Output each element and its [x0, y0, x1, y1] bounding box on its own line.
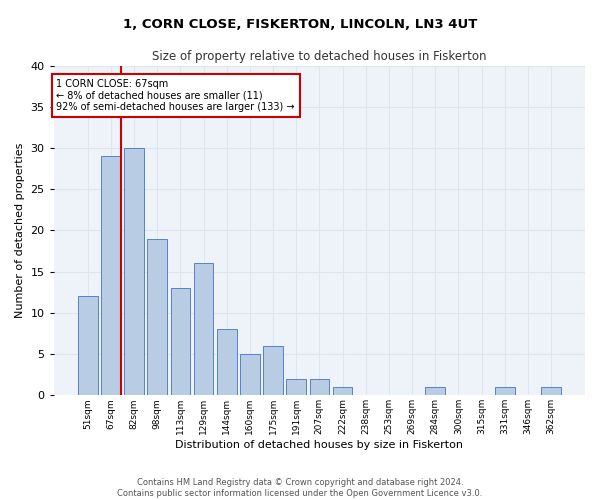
Bar — [425, 387, 445, 396]
Bar — [124, 148, 144, 396]
Bar — [263, 346, 283, 396]
Text: 1, CORN CLOSE, FISKERTON, LINCOLN, LN3 4UT: 1, CORN CLOSE, FISKERTON, LINCOLN, LN3 4… — [123, 18, 477, 30]
Bar — [78, 296, 98, 396]
Bar — [495, 387, 515, 396]
Text: 1 CORN CLOSE: 67sqm
← 8% of detached houses are smaller (11)
92% of semi-detache: 1 CORN CLOSE: 67sqm ← 8% of detached hou… — [56, 78, 295, 112]
Bar — [240, 354, 260, 396]
Bar — [332, 387, 352, 396]
Bar — [194, 264, 214, 396]
Bar — [541, 387, 561, 396]
Bar — [217, 330, 236, 396]
Text: Contains HM Land Registry data © Crown copyright and database right 2024.
Contai: Contains HM Land Registry data © Crown c… — [118, 478, 482, 498]
Bar — [286, 379, 306, 396]
X-axis label: Distribution of detached houses by size in Fiskerton: Distribution of detached houses by size … — [175, 440, 463, 450]
Bar — [101, 156, 121, 396]
Title: Size of property relative to detached houses in Fiskerton: Size of property relative to detached ho… — [152, 50, 487, 63]
Bar — [148, 238, 167, 396]
Bar — [170, 288, 190, 396]
Bar — [310, 379, 329, 396]
Y-axis label: Number of detached properties: Number of detached properties — [15, 142, 25, 318]
